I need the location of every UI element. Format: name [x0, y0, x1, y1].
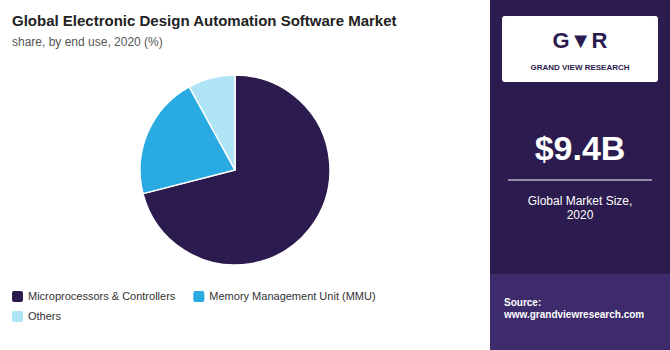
source-text: Source:www.grandviewresearch.com	[503, 297, 644, 320]
legend-item: Memory Management Unit (MMU)	[193, 290, 375, 302]
source-box	[490, 274, 670, 350]
pie	[140, 75, 330, 265]
legend-label: Others	[28, 310, 62, 322]
legend-swatch	[193, 291, 204, 302]
legend-swatch	[12, 311, 23, 322]
legend: Microprocessors & Controllers Memory Mana…	[12, 290, 376, 322]
pie-slice	[189, 75, 235, 170]
chart: Global Electronic Design Automation Soft…	[0, 0, 670, 350]
title: Global Electronic Design Automation Soft…	[12, 12, 397, 29]
background	[0, 0, 670, 350]
side-panel: G▼R GRAND VIEW RESEARCH $9.4B Global Market…	[490, 0, 670, 350]
panel-background	[490, 0, 670, 350]
subtitle: share, by end use, 2020 (%)	[12, 35, 163, 49]
legend-label: Microprocessors & Controllers	[28, 290, 176, 302]
text-line: Source:	[504, 297, 541, 308]
legend-item: Microprocessors & Controllers	[12, 290, 176, 302]
text-line: www.grandviewresearch.com	[503, 309, 644, 320]
market-size: $9.4B	[535, 129, 626, 167]
text-line: 2020	[567, 208, 594, 222]
logo-subtext: GRAND VIEW RESEARCH	[530, 63, 629, 72]
legend-swatch	[12, 291, 23, 302]
logo-box	[502, 16, 658, 82]
legend-label: Memory Management Unit (MMU)	[209, 290, 375, 302]
text-line: Global Market Size,	[528, 194, 633, 208]
legend-item: Others	[12, 310, 62, 322]
logo-text: G▼R	[553, 28, 608, 53]
divider	[508, 180, 652, 181]
market-size-label: Global Market Size,2020	[528, 194, 633, 222]
